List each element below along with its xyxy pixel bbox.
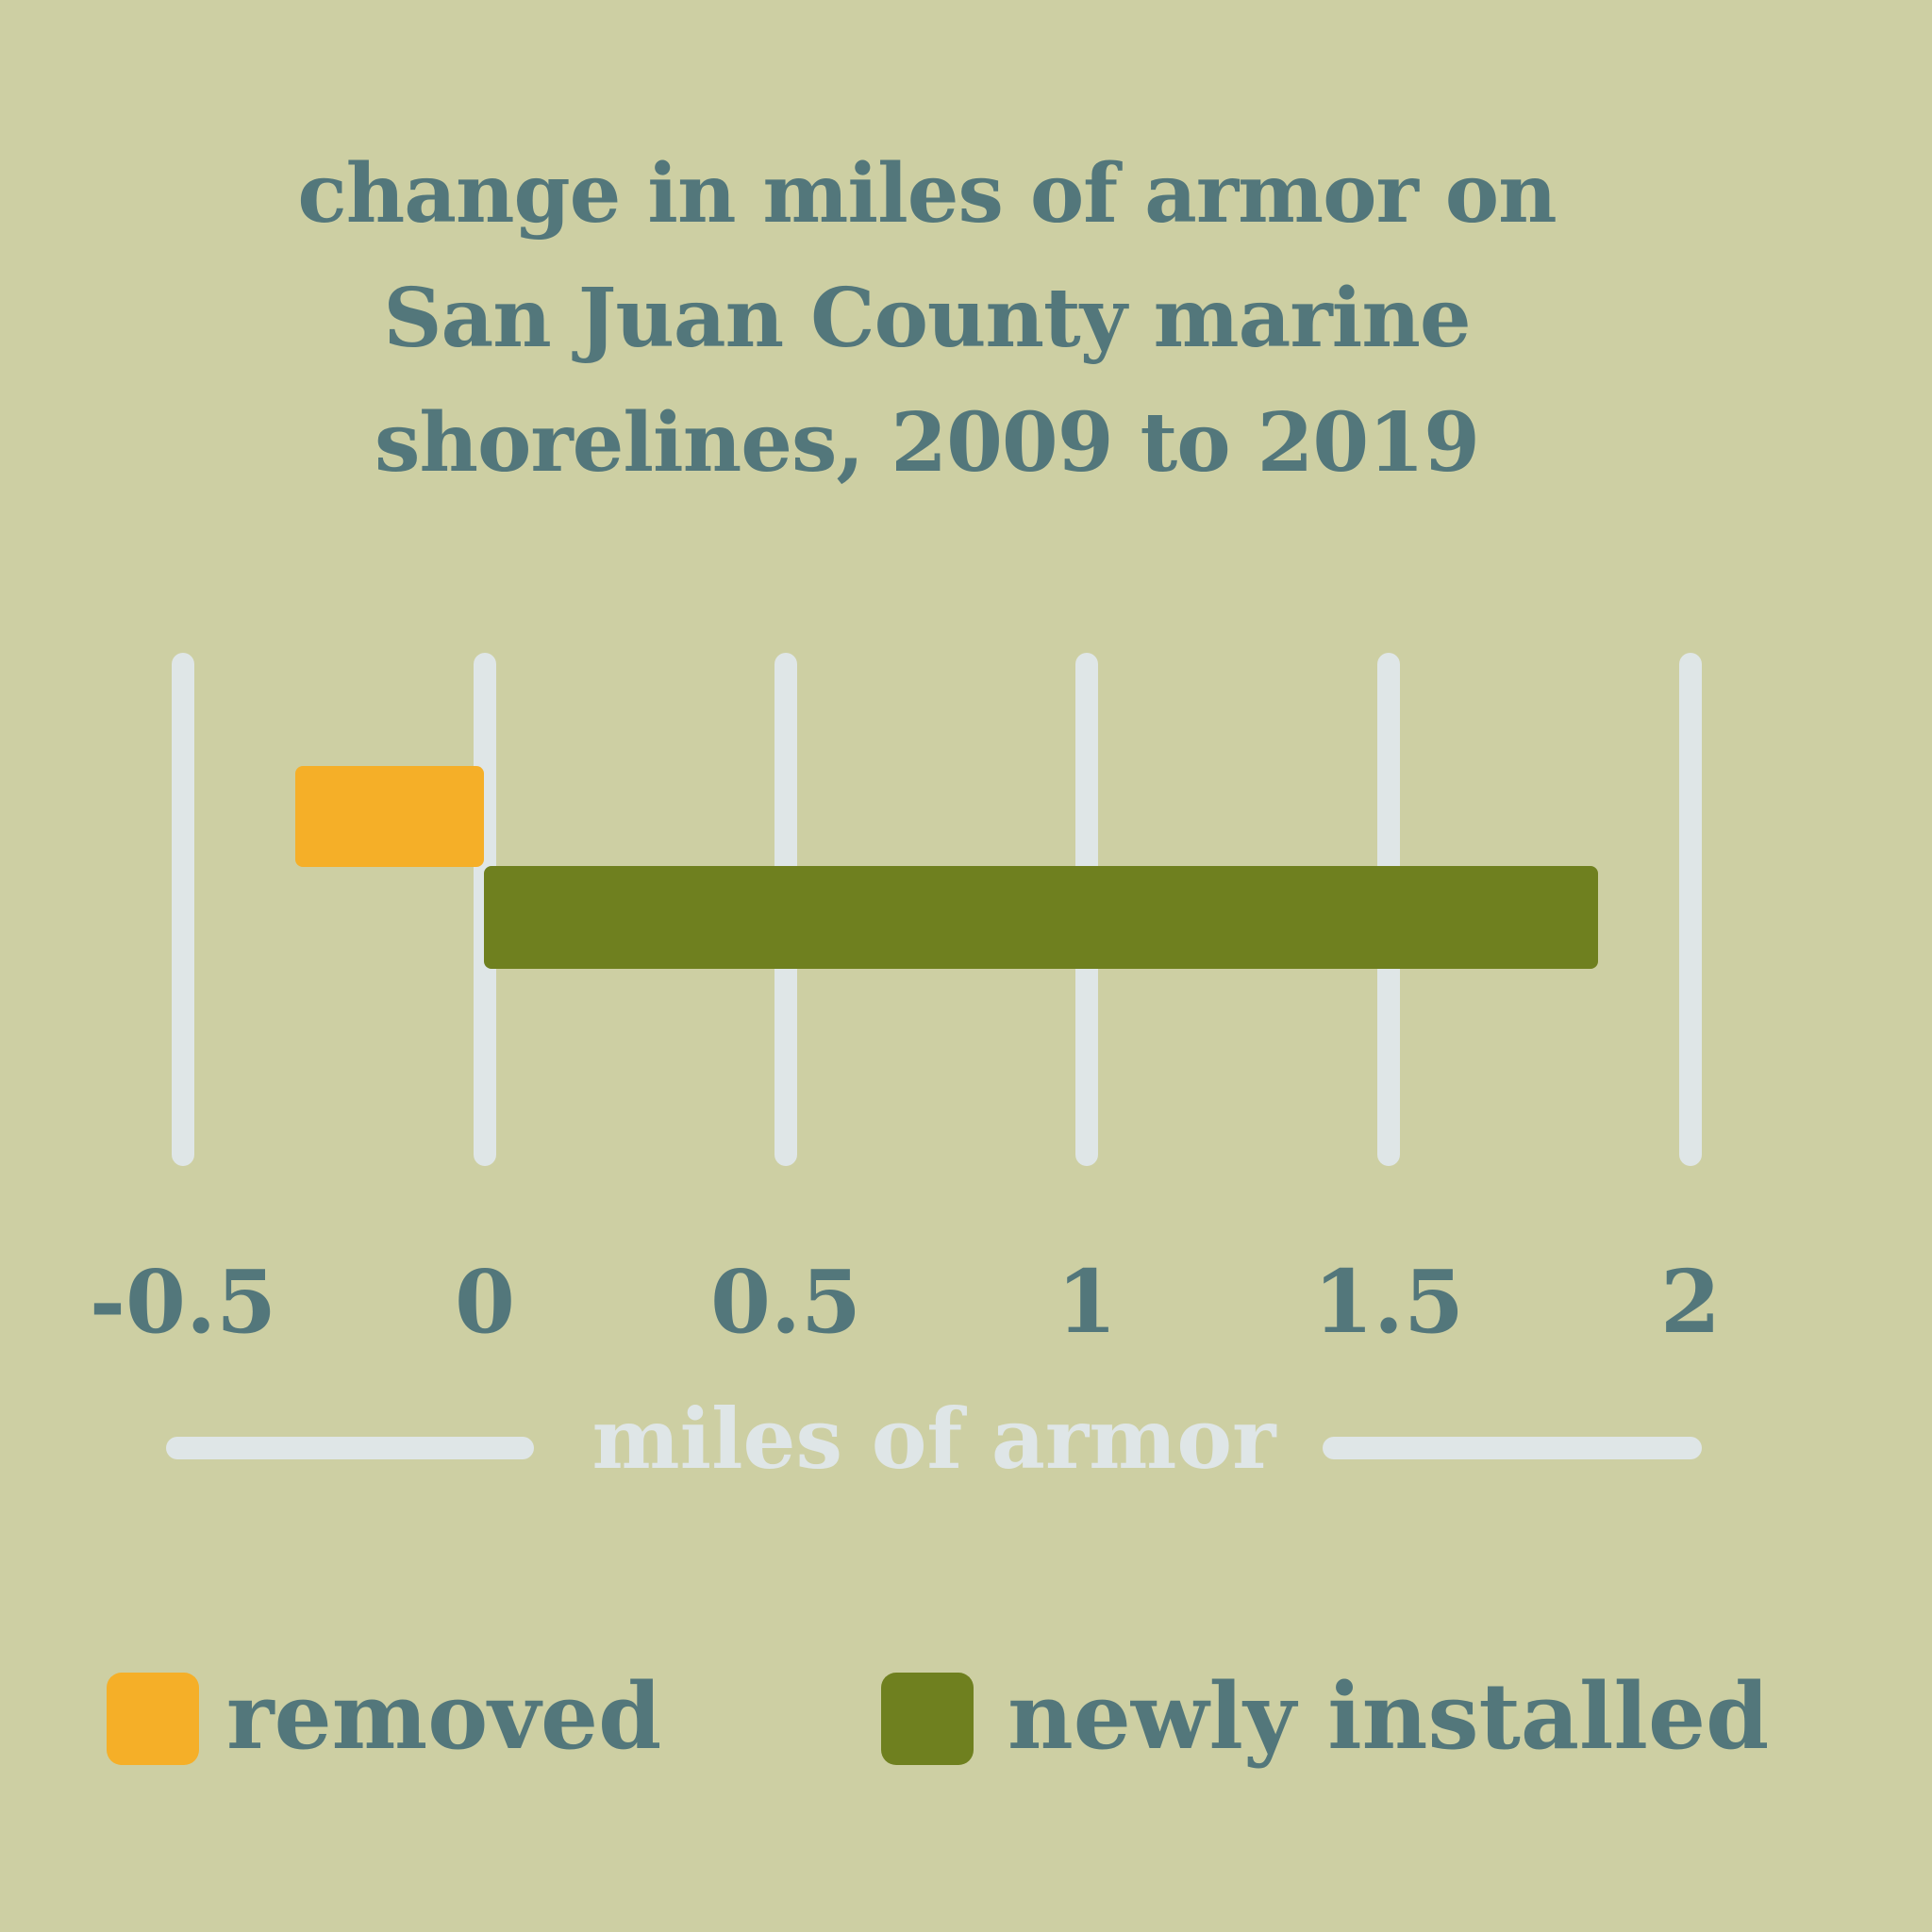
- bar-removed: [295, 766, 484, 867]
- bar-newly-installed: [484, 866, 1598, 969]
- gridline-2: [1679, 653, 1702, 1166]
- chart-title: change in miles of armor on San Juan Cou…: [0, 132, 1854, 506]
- tick-label: 2: [1659, 1251, 1721, 1353]
- tick-label: 0.5: [709, 1251, 862, 1353]
- axis-label-rule-right: [1323, 1437, 1702, 1459]
- legend-swatch-removed: [107, 1673, 199, 1765]
- axis-label-rule-left: [166, 1437, 534, 1459]
- tick-label: 1: [1056, 1251, 1117, 1353]
- legend-label-removed: removed: [226, 1663, 662, 1770]
- x-axis-label: miles of armor: [591, 1390, 1276, 1488]
- tick-label: 0: [454, 1251, 515, 1353]
- gridline-neg-0-5: [172, 653, 194, 1166]
- tick-label: 1.5: [1312, 1251, 1465, 1353]
- chart-title-line-2: San Juan County marine: [383, 271, 1471, 366]
- tick-label: -0.5: [89, 1251, 277, 1353]
- legend-swatch-newly-installed: [881, 1673, 974, 1765]
- chart-title-line-3: shorelines, 2009 to 2019: [375, 395, 1480, 491]
- chart-title-line-1: change in miles of armor on: [297, 146, 1557, 242]
- legend-label-newly-installed: newly installed: [1008, 1663, 1770, 1770]
